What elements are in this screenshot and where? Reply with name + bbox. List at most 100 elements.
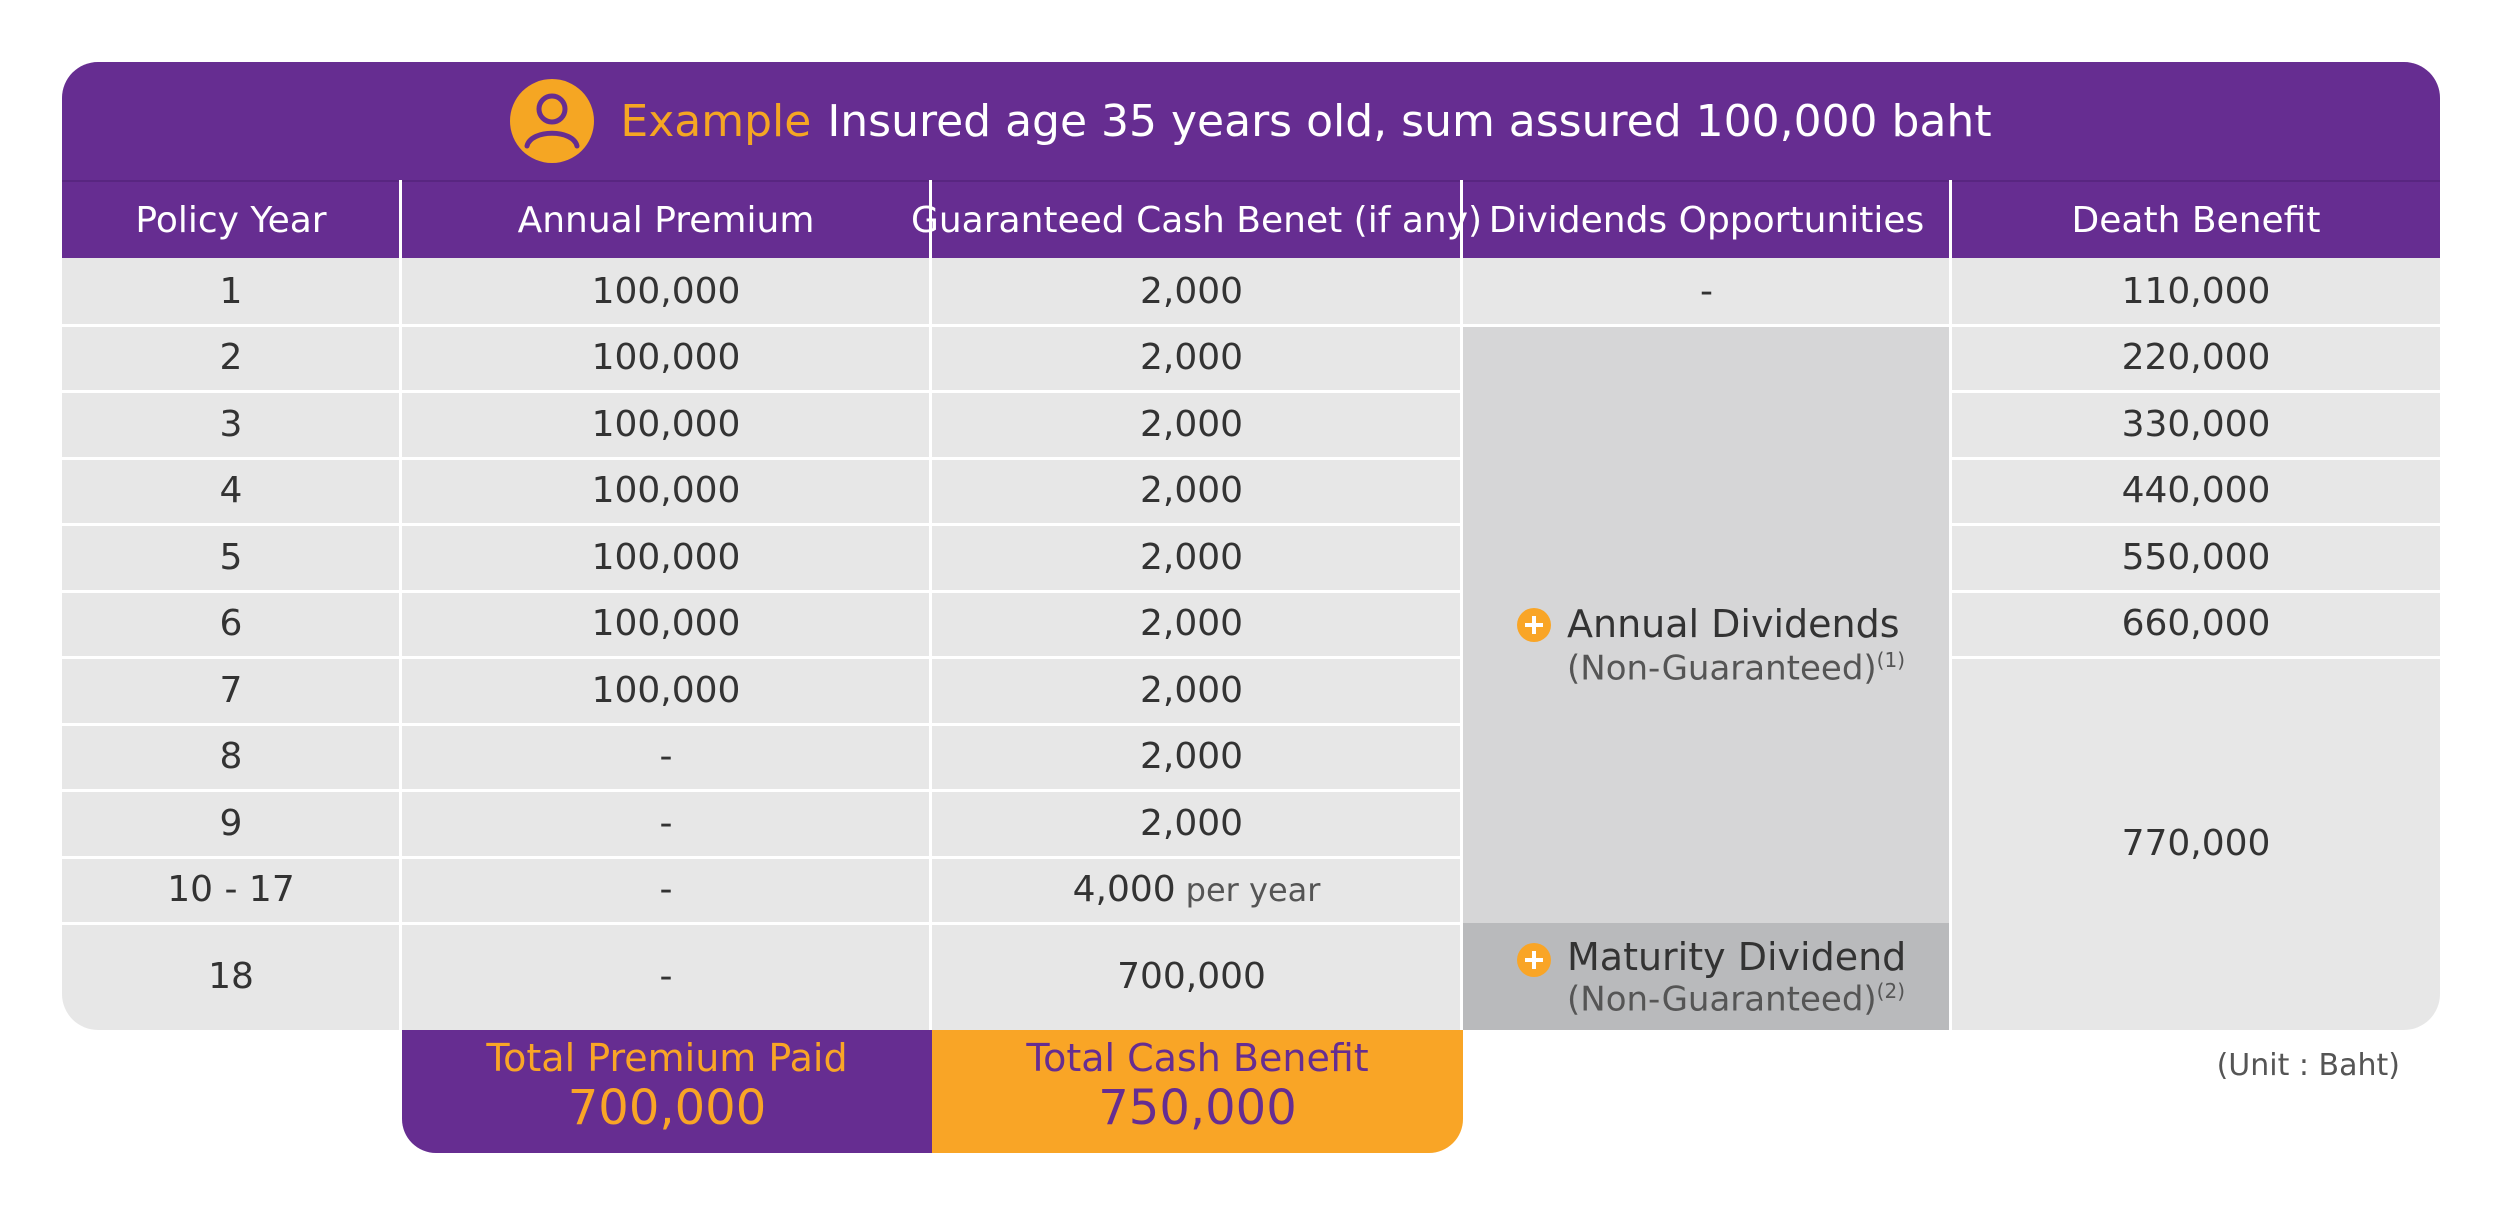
table-row: 1 100,000 2,000 - 110,000 — [62, 258, 2440, 325]
total-cash-value: 750,000 — [1098, 1080, 1297, 1136]
footnote-2: (2) — [1876, 979, 1906, 1003]
annual-premium-cell: 100,000 — [591, 536, 741, 578]
row-divider — [62, 589, 1462, 593]
policy-year-cell: 1 — [219, 270, 243, 312]
example-label: Example — [620, 95, 812, 147]
column-divider — [399, 180, 402, 1030]
row-divider — [62, 456, 1462, 460]
cash-value: 2,000 — [1139, 802, 1244, 844]
policy-year-cell: 5 — [219, 536, 243, 578]
table-row: 3 100,000 2,000 330,000 — [62, 391, 2440, 458]
row-divider — [62, 855, 1462, 859]
footnote-1: (1) — [1876, 648, 1906, 672]
total-cash-label: Total Cash Benefit — [1026, 1036, 1369, 1080]
guaranteed-cash-cell: 2,000 — [932, 391, 1461, 458]
table-row: 7 100,000 2,000 — [62, 657, 2440, 724]
total-cash-box: Total Cash Benefit 750,000 — [932, 1030, 1463, 1153]
cash-value: 2,000 — [1139, 270, 1244, 312]
table-header: Policy Year Annual Premium Guaranteed Ca… — [62, 180, 2440, 258]
annual-premium-cell: - — [659, 802, 673, 844]
row-divider — [1950, 589, 2440, 593]
policy-year-cell: 3 — [219, 403, 243, 445]
column-header-policy-year: Policy Year — [135, 199, 327, 241]
annual-premium-cell: - — [659, 869, 673, 911]
dividend-cell: - — [1700, 270, 1713, 312]
annual-premium-cell: - — [659, 956, 673, 997]
row-divider — [62, 722, 1462, 726]
death-benefit-cell: 550,000 — [2121, 536, 2271, 578]
annual-premium-cell: 100,000 — [591, 470, 741, 512]
cash-value: 2,000 — [1139, 669, 1244, 711]
cash-value: 2,000 — [1139, 470, 1244, 512]
column-divider — [1460, 180, 1463, 1030]
guaranteed-cash-cell: 4,000 per year — [932, 857, 1461, 924]
guaranteed-cash-cell: 2,000 — [932, 591, 1461, 658]
cash-unit: per year — [1185, 870, 1321, 909]
cash-value: 2,000 — [1139, 736, 1244, 778]
person-icon — [510, 79, 595, 163]
total-premium-value: 700,000 — [567, 1080, 767, 1136]
cash-value: 2,000 — [1139, 337, 1244, 379]
maturity-dividend-block: Maturity Dividend (Non-Guaranteed)(2) — [1463, 923, 1950, 1030]
row-divider — [62, 922, 1462, 925]
guaranteed-cash-cell: 2,000 — [932, 724, 1461, 791]
annual-premium-cell: 100,000 — [591, 603, 741, 645]
death-benefit-cell: 660,000 — [2121, 603, 2271, 645]
total-premium-label: Total Premium Paid — [486, 1036, 848, 1080]
policy-year-cell: 6 — [219, 603, 243, 645]
guaranteed-cash-cell: 2,000 — [932, 524, 1461, 591]
cash-value: 2,000 — [1139, 536, 1244, 578]
row-divider — [1950, 390, 2440, 393]
death-benefit-merged: 770,000 — [2121, 823, 2271, 864]
cash-value: 700,000 — [1117, 956, 1266, 997]
annual-dividends-block: Annual Dividends (Non-Guaranteed)(1) — [1463, 326, 1950, 923]
table-row: 8 - 2,000 — [62, 724, 2440, 791]
death-benefit-cell: 110,000 — [2121, 270, 2271, 312]
row-divider — [1462, 323, 1952, 327]
policy-year-cell: 4 — [219, 470, 243, 512]
row-divider — [1950, 656, 2440, 659]
table-row: 10 - 17 - 4,000 per year — [62, 857, 2440, 924]
total-premium-box: Total Premium Paid 700,000 — [402, 1030, 932, 1153]
row-divider — [62, 656, 1462, 659]
maturity-dividend-title: Maturity Dividend — [1567, 935, 1907, 979]
table-row: 9 - 2,000 — [62, 790, 2440, 857]
row-divider — [1950, 456, 2440, 460]
policy-table: Example Insured age 35 years old, sum as… — [62, 62, 2440, 1030]
guaranteed-cash-cell: 2,000 — [932, 258, 1461, 325]
death-benefit-cell: 440,000 — [2121, 470, 2271, 512]
row-divider — [62, 390, 1462, 393]
table-row: 6 100,000 2,000 660,000 — [62, 591, 2440, 658]
table-row: 5 100,000 2,000 550,000 — [62, 524, 2440, 591]
policy-year-cell: 7 — [219, 669, 243, 711]
maturity-dividend-subtitle: (Non-Guaranteed)(2) — [1567, 979, 1906, 1020]
cash-value: 2,000 — [1139, 603, 1244, 645]
plus-circle-icon — [1517, 943, 1551, 977]
annual-premium-cell: 100,000 — [591, 270, 741, 312]
annual-premium-cell: - — [659, 736, 673, 778]
table-row: 4 100,000 2,000 440,000 — [62, 458, 2440, 525]
row-divider — [62, 323, 1462, 327]
row-divider — [62, 523, 1462, 526]
annual-premium-cell: 100,000 — [591, 337, 741, 379]
column-divider — [929, 180, 932, 1030]
plus-circle-icon — [1517, 608, 1551, 642]
banner-title: Insured age 35 years old, sum assured 10… — [827, 95, 1992, 147]
table-row: 18 - 700,000 — [62, 923, 2440, 1030]
column-header-dividends: Dividends Opportunities — [1488, 199, 1925, 241]
guaranteed-cash-cell: 2,000 — [932, 325, 1461, 392]
policy-year-cell: 10 - 17 — [167, 869, 295, 911]
annual-dividends-subtitle: (Non-Guaranteed)(1) — [1567, 648, 1906, 689]
totals-bar: Total Premium Paid 700,000 Total Cash Be… — [402, 1030, 1463, 1153]
annual-premium-cell: 100,000 — [591, 403, 741, 445]
column-header-guaranteed-cash: Guaranteed Cash Benet (if any) — [910, 199, 1483, 241]
guaranteed-cash-cell: 2,000 — [932, 790, 1461, 857]
row-divider — [62, 789, 1462, 792]
policy-year-cell: 8 — [219, 736, 243, 778]
row-divider — [1950, 323, 2440, 327]
cash-value: 2,000 — [1139, 403, 1244, 445]
column-header-death-benefit: Death Benefit — [2071, 199, 2321, 241]
table-row: 2 100,000 2,000 220,000 — [62, 325, 2440, 392]
cash-value: 4,000 — [1072, 869, 1176, 911]
column-header-annual-premium: Annual Premium — [517, 199, 815, 241]
